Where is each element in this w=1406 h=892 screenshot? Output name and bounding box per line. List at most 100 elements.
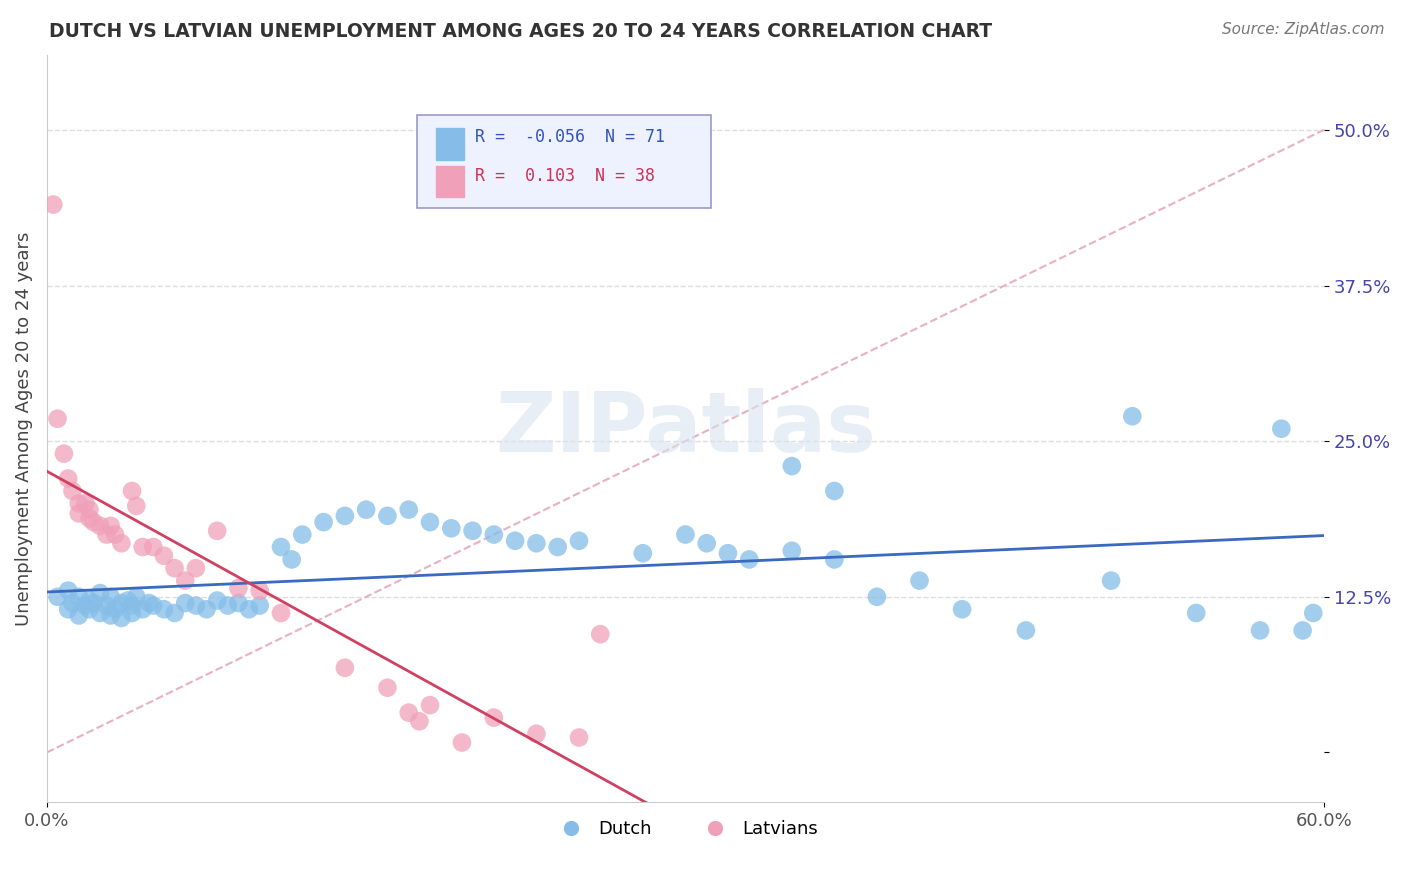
Point (547, 540, 569, 554)
Point (205, 593, 228, 607)
Point (1249, 624, 1271, 638)
Point (62, 483, 84, 498)
Point (780, 458, 803, 473)
Point (249, 599, 271, 613)
Point (131, 602, 153, 616)
Point (142, 599, 165, 613)
Point (249, 583, 271, 598)
Point (631, 546, 654, 560)
Point (526, 727, 548, 741)
Point (79, 511, 101, 525)
Point (398, 706, 420, 720)
Point (568, 533, 591, 548)
Point (46, 590, 69, 604)
Point (408, 714, 430, 729)
Point (75, 599, 97, 613)
Point (195, 602, 218, 616)
Point (89, 586, 111, 600)
Point (75, 496, 97, 510)
Point (67, 590, 90, 604)
Text: R =  -0.056  N = 71: R = -0.056 N = 71 (475, 128, 665, 146)
Point (461, 524, 484, 538)
Point (100, 518, 122, 533)
Point (440, 521, 463, 535)
Point (110, 596, 132, 610)
Point (104, 602, 127, 616)
Point (419, 698, 441, 713)
Point (79, 602, 101, 616)
Bar (436, 166, 464, 197)
FancyBboxPatch shape (418, 115, 711, 209)
Point (117, 593, 139, 607)
Text: DUTCH VS LATVIAN UNEMPLOYMENT AMONG AGES 20 TO 24 YEARS CORRELATION CHART: DUTCH VS LATVIAN UNEMPLOYMENT AMONG AGES… (49, 22, 993, 41)
Point (333, 508, 356, 523)
Point (419, 515, 441, 529)
Text: R =  0.103  N = 38: R = 0.103 N = 38 (475, 167, 655, 186)
Point (238, 602, 260, 616)
Point (125, 590, 148, 604)
Point (110, 611, 132, 625)
Point (83, 515, 105, 529)
Point (56, 602, 79, 616)
Point (121, 599, 143, 613)
Point (377, 681, 399, 695)
Point (1121, 409, 1143, 424)
Point (312, 515, 335, 529)
Point (280, 552, 302, 566)
Point (1302, 606, 1324, 620)
Point (163, 606, 186, 620)
Point (52, 447, 75, 461)
Point (163, 561, 186, 575)
Point (377, 508, 399, 523)
Point (823, 483, 845, 498)
Point (780, 543, 803, 558)
Y-axis label: Unemployment Among Ages 20 to 24 years: Unemployment Among Ages 20 to 24 years (15, 232, 32, 626)
Point (96, 599, 118, 613)
Point (270, 540, 292, 554)
Point (96, 527, 118, 541)
Point (138, 596, 160, 610)
Point (62, 596, 84, 610)
Point (866, 590, 889, 604)
Point (83, 596, 105, 610)
Point (1270, 422, 1292, 436)
Point (270, 606, 292, 620)
Point (79, 502, 101, 516)
Point (482, 710, 505, 724)
Point (568, 731, 591, 745)
Point (125, 499, 148, 513)
Point (67, 496, 90, 510)
Text: Source: ZipAtlas.com: Source: ZipAtlas.com (1222, 22, 1385, 37)
Point (205, 524, 228, 538)
Point (131, 540, 153, 554)
Point (717, 546, 740, 560)
Point (1185, 606, 1208, 620)
Point (1291, 624, 1313, 638)
Point (673, 527, 696, 541)
Point (482, 527, 505, 541)
Point (142, 540, 165, 554)
Point (1099, 574, 1122, 588)
Point (823, 552, 845, 566)
Point (451, 735, 474, 749)
Point (1015, 624, 1038, 638)
Point (398, 502, 420, 516)
Point (79, 593, 101, 607)
Point (354, 502, 377, 516)
Point (100, 608, 122, 623)
Point (589, 627, 612, 641)
Point (526, 536, 548, 550)
Point (291, 527, 314, 541)
Point (121, 483, 143, 498)
Point (174, 574, 197, 588)
Point (184, 561, 207, 575)
Point (56, 471, 79, 485)
Point (184, 599, 207, 613)
Point (908, 574, 931, 588)
Point (153, 549, 176, 563)
Point (228, 581, 250, 595)
Point (153, 602, 176, 616)
Bar (436, 128, 464, 160)
Point (100, 590, 122, 604)
Point (67, 608, 90, 623)
